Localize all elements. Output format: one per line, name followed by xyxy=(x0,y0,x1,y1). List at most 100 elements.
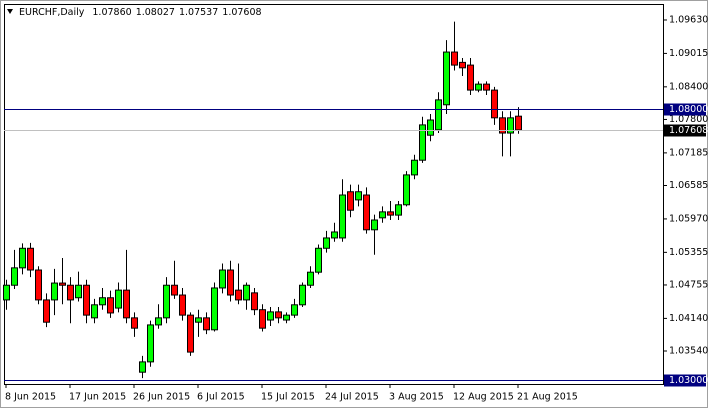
candle-body xyxy=(147,324,154,363)
plot-border xyxy=(4,4,664,385)
candle-body xyxy=(251,292,258,311)
candle-body xyxy=(347,191,354,211)
candle-body xyxy=(35,269,42,301)
candle-body xyxy=(403,174,410,206)
y-tick-label: 1.05355 xyxy=(669,247,708,258)
candle-body xyxy=(139,361,146,373)
candle-body xyxy=(115,289,122,309)
candle-body xyxy=(507,117,514,134)
candle-body xyxy=(475,83,482,91)
candle-body xyxy=(123,289,130,319)
x-tick-label: 8 Jun 2015 xyxy=(5,392,56,403)
y-tick-label: 1.09015 xyxy=(669,48,708,59)
y-tick-label: 1.09630 xyxy=(669,14,708,25)
ohlc-label: 1.08027 xyxy=(136,7,175,18)
candle-body xyxy=(275,311,282,319)
candle-body xyxy=(419,124,426,161)
candle-body xyxy=(371,219,378,231)
price-box-label: 1.07608 xyxy=(669,125,708,136)
candle-body xyxy=(491,89,498,119)
candle-body xyxy=(339,194,346,239)
candle-body xyxy=(307,271,314,286)
candle-body xyxy=(83,284,90,316)
x-tick-label: 17 Jun 2015 xyxy=(69,392,126,403)
candle-body xyxy=(363,194,370,231)
y-tick-label: 1.07800 xyxy=(669,114,708,125)
candle-body xyxy=(283,314,290,321)
candle-body xyxy=(267,311,274,321)
candle-body xyxy=(3,284,10,301)
x-tick-label: 21 Aug 2015 xyxy=(517,392,578,403)
x-tick-label: 15 Jul 2015 xyxy=(261,392,315,403)
price-box xyxy=(664,103,706,116)
candle-body xyxy=(99,297,106,306)
x-tick-label: 12 Aug 2015 xyxy=(453,392,514,403)
candle-body xyxy=(43,299,50,323)
candle-body xyxy=(459,61,466,69)
candle-body xyxy=(355,191,362,201)
x-tick-label: 6 Jul 2015 xyxy=(197,392,245,403)
y-tick-label: 1.06585 xyxy=(669,180,708,191)
candle-body xyxy=(59,282,66,286)
candle-body xyxy=(107,297,114,314)
candle-body xyxy=(387,211,394,216)
candle-body xyxy=(483,83,490,91)
x-tick-label: 24 Jul 2015 xyxy=(325,392,379,403)
y-tick-label: 1.07185 xyxy=(669,147,708,158)
y-tick-label: 1.03540 xyxy=(669,346,708,357)
chart-header: EURCHF,Daily 1.07860 1.08027 1.07537 1.07608 xyxy=(19,7,262,18)
y-tick-label: 1.04140 xyxy=(669,313,708,324)
candle-body xyxy=(19,247,26,269)
candle-body xyxy=(323,237,330,249)
candle-body xyxy=(259,309,266,329)
candle-body xyxy=(235,289,242,301)
candle-body xyxy=(171,284,178,296)
y-tick-label: 1.08400 xyxy=(669,81,708,92)
candle-body xyxy=(75,284,82,299)
candle-body xyxy=(219,269,226,289)
ohlc-label: 1.07608 xyxy=(222,7,261,18)
price-box xyxy=(664,374,706,387)
candle-body xyxy=(11,267,18,286)
candle-body xyxy=(91,304,98,319)
candle-body xyxy=(443,51,450,106)
candle-body xyxy=(451,51,458,66)
price-box-label: 1.03000 xyxy=(669,375,708,386)
candle-body xyxy=(187,314,194,353)
candle-body xyxy=(131,317,138,329)
candle-body xyxy=(243,284,250,301)
candle-body xyxy=(395,204,402,216)
y-tick-label: 1.05970 xyxy=(669,213,708,224)
menu-triangle[interactable] xyxy=(7,9,13,14)
candle-body xyxy=(331,231,338,239)
candle-body xyxy=(155,317,162,326)
candle-body xyxy=(211,287,218,331)
candle-body xyxy=(315,247,322,273)
candle-body xyxy=(163,284,170,319)
ohlc-label: 1.07860 xyxy=(92,7,131,18)
x-tick-label: 26 Jun 2015 xyxy=(133,392,190,403)
candle-body xyxy=(179,294,186,316)
x-tick-label: 3 Aug 2015 xyxy=(389,392,444,403)
candle-body xyxy=(379,211,386,219)
candle-body xyxy=(51,282,58,301)
price-box-label: 1.08000 xyxy=(669,104,708,115)
candle-body xyxy=(195,317,202,323)
candle-body xyxy=(227,269,234,296)
candle-body xyxy=(427,119,434,136)
y-tick-label: 1.04755 xyxy=(669,279,708,290)
candle-body xyxy=(411,159,418,176)
candle-body xyxy=(435,99,442,131)
ohlc-label: 1.07537 xyxy=(179,7,218,18)
candle-body xyxy=(67,284,74,301)
candle-body xyxy=(27,247,34,271)
candle-body xyxy=(299,284,306,306)
candle-body xyxy=(499,117,506,134)
chart-title: EURCHF,Daily xyxy=(19,7,85,18)
candle-body xyxy=(203,317,210,331)
candle-body xyxy=(291,304,298,316)
price-box xyxy=(664,124,706,137)
candle-body xyxy=(515,115,522,131)
candle-body xyxy=(467,64,474,91)
